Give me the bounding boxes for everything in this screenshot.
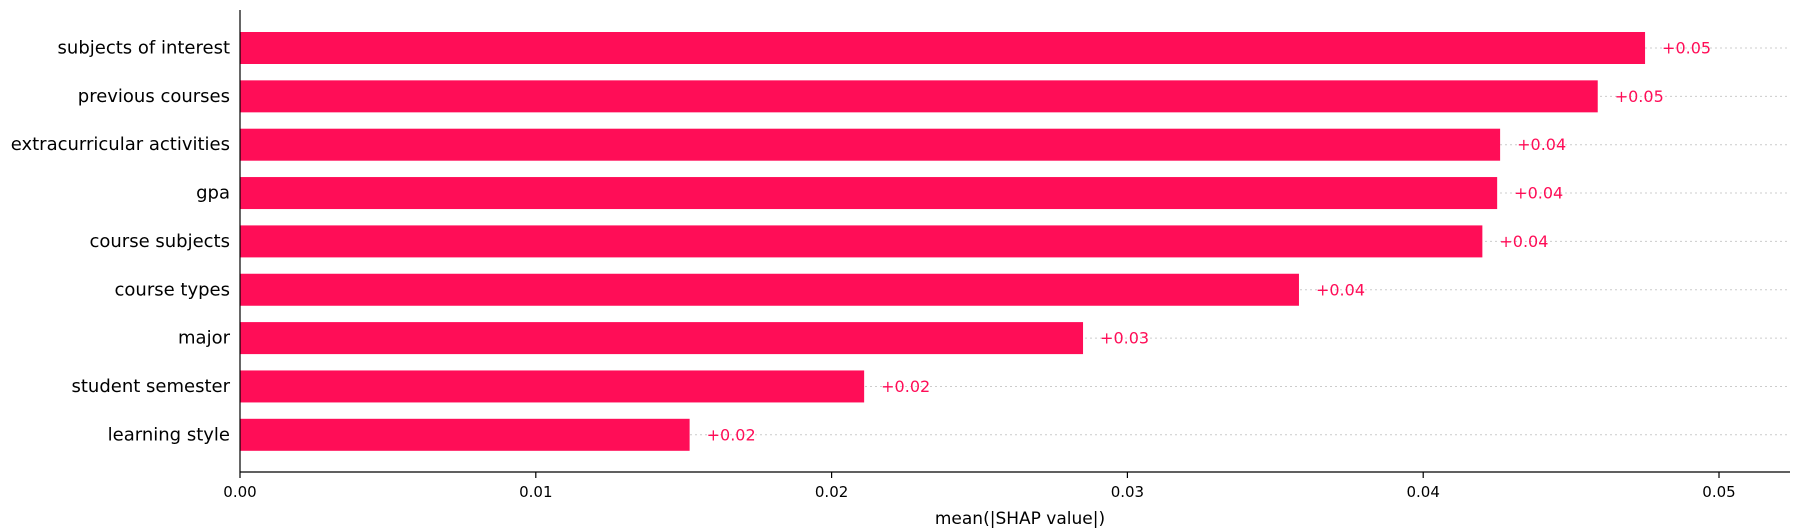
value-label: +0.02 xyxy=(707,425,756,444)
category-label: previous courses xyxy=(78,86,230,107)
category-label: major xyxy=(178,328,231,349)
category-labels: subjects of interest previous courses extr… xyxy=(11,38,231,446)
x-axis-title: mean(|SHAP value|) xyxy=(935,509,1105,529)
x-tick-label: 0.03 xyxy=(1111,483,1144,501)
value-label: +0.03 xyxy=(1100,329,1149,348)
category-label: course subjects xyxy=(89,231,230,252)
category-label: gpa xyxy=(196,183,230,204)
bar xyxy=(240,128,1501,161)
value-label: +0.02 xyxy=(881,377,930,396)
value-label: +0.04 xyxy=(1499,232,1548,251)
x-tick-label: 0.04 xyxy=(1407,483,1440,501)
bar xyxy=(240,32,1646,64)
value-label: +0.05 xyxy=(1662,39,1711,58)
category-label: subjects of interest xyxy=(58,38,230,59)
x-tick-label: 0.02 xyxy=(815,483,848,501)
bar xyxy=(240,80,1598,113)
x-tick-label: 0.00 xyxy=(223,483,256,501)
x-axis-ticks: 0.00 0.01 0.02 0.03 0.04 0.05 xyxy=(223,472,1736,501)
value-label: +0.05 xyxy=(1615,87,1664,106)
category-label: student semester xyxy=(71,376,230,397)
bar xyxy=(240,273,1299,306)
value-label: +0.04 xyxy=(1316,280,1365,299)
bar xyxy=(240,177,1498,210)
category-label: extracurricular activities xyxy=(11,134,230,155)
bar xyxy=(240,225,1483,258)
x-tick-label: 0.01 xyxy=(519,483,552,501)
bar xyxy=(240,418,690,451)
bar xyxy=(240,322,1084,355)
value-label: +0.04 xyxy=(1514,184,1563,203)
x-tick-label: 0.05 xyxy=(1702,483,1735,501)
value-labels: +0.05 +0.05 +0.04 +0.04 +0.04 +0.04 +0.03 +0.02… xyxy=(707,39,1711,445)
bars xyxy=(240,32,1646,451)
category-label: course types xyxy=(115,279,230,300)
value-label: +0.04 xyxy=(1517,135,1566,154)
bar xyxy=(240,370,865,403)
category-label: learning style xyxy=(108,424,230,445)
